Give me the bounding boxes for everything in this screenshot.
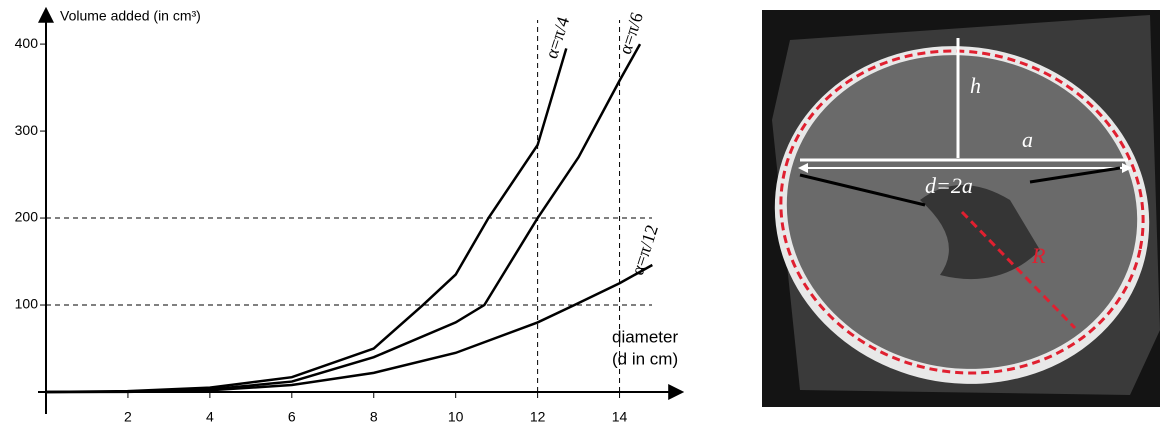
x-tick-label: 8 (370, 409, 378, 425)
ct-image: h a d=2a R (743, 10, 1168, 418)
x-tick-label: 10 (448, 409, 464, 425)
y-tick-label: 400 (15, 35, 39, 51)
x-tick-label: 12 (530, 409, 546, 425)
label-d: d=2a (925, 173, 973, 198)
label-h: h (970, 73, 981, 98)
x-tick-label: 14 (612, 409, 628, 425)
y-tick-label: 300 (15, 122, 39, 138)
curve-label: α=π/4 (541, 14, 573, 61)
x-tick-label: 6 (288, 409, 296, 425)
curve (46, 265, 652, 392)
page: 2 4 6 8 10 12 14 100 200 300 400 Volume added (in c… (0, 0, 1168, 430)
curve-label: α=π/6 (615, 10, 647, 57)
x-tick-label: 2 (124, 409, 132, 425)
figure: 2 4 6 8 10 12 14 100 200 300 400 Volume added (in c… (0, 0, 1168, 425)
y-axis-label: Volume added (in cm³) (60, 8, 201, 24)
label-a: a (1022, 127, 1033, 152)
y-tick-label: 100 (15, 296, 39, 312)
label-r: R (1031, 243, 1046, 268)
x-axis-label: diameter (612, 327, 678, 346)
x-axis-label: (d in cm) (612, 349, 678, 368)
x-tick-label: 4 (206, 409, 214, 425)
chart: 2 4 6 8 10 12 14 100 200 300 400 Volume added (in c… (15, 8, 681, 425)
y-tick-label: 200 (15, 209, 39, 225)
curve-label: α=π/12 (627, 222, 662, 277)
